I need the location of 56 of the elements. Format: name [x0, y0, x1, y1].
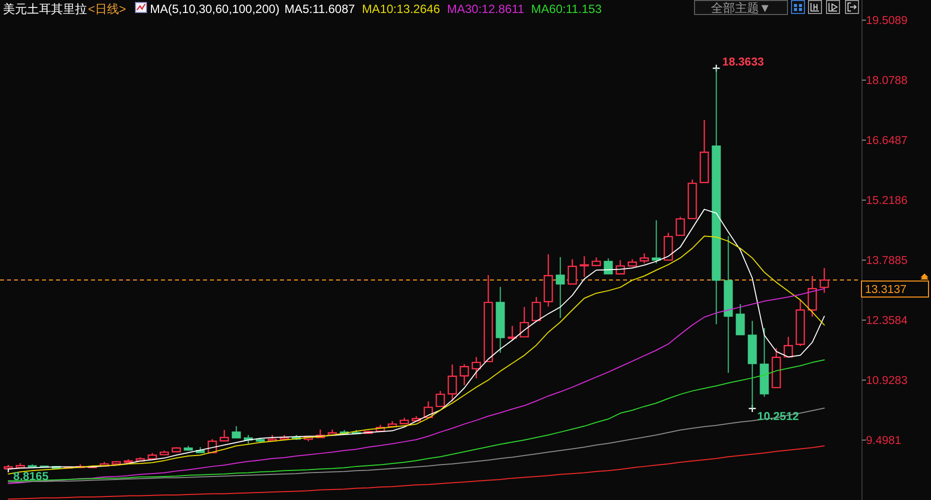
candlestick: [388, 420, 397, 428]
candlestick: [544, 254, 553, 308]
candlestick: [184, 445, 193, 451]
candlestick: [796, 298, 805, 347]
candlestick: [520, 306, 529, 338]
candlestick: [232, 426, 241, 438]
candlestick: [484, 274, 493, 362]
candlestick: [820, 267, 829, 294]
candlestick: [652, 220, 661, 264]
candlestick: [436, 390, 445, 408]
y-tick-label: 12.3584: [866, 315, 908, 328]
candlestick: [460, 363, 469, 386]
candlestick: [808, 275, 817, 318]
candlestick: [664, 232, 673, 261]
y-tick-label: 18.0788: [866, 75, 908, 88]
chart-subtitle: <日线>: [88, 2, 126, 16]
candlestick: [16, 462, 25, 469]
candlestick: [736, 304, 745, 336]
candlestick: [784, 336, 793, 358]
candlestick: [148, 452, 157, 460]
candlestick: [700, 119, 709, 184]
candlestick: [556, 256, 565, 318]
candlestick: [532, 296, 541, 322]
candlestick: [220, 429, 229, 442]
candlestick: [724, 236, 733, 374]
candlestick: [28, 464, 37, 468]
candlestick: [472, 356, 481, 379]
candlestick: [568, 258, 577, 285]
candlestick: [772, 348, 781, 388]
candlestick: [760, 328, 769, 398]
y-tick-label: 15.2186: [866, 195, 908, 208]
ref-line-label: 13.3137: [865, 284, 907, 296]
y-tick-label: 16.6487: [866, 135, 908, 148]
candlestick: [172, 446, 181, 452]
candlestick: [640, 252, 649, 264]
candlestick: [160, 450, 169, 456]
candlestick: [580, 256, 589, 278]
candlestick: [256, 437, 265, 444]
candlestick: [508, 325, 517, 341]
candlestick: [676, 216, 685, 236]
chart-title: 美元土耳其里拉: [3, 2, 87, 16]
candlestick: [688, 178, 697, 220]
candlestick: [592, 256, 601, 266]
candlestick: [628, 258, 637, 268]
candlestick: [448, 364, 457, 402]
legend: MA(5,10,30,60,100,200) MA5:11.6087 MA10:13.2646 MA30:12.8611 MA60:11.153: [150, 2, 602, 16]
candlestick: [112, 460, 121, 465]
y-tick-label: 10.9283: [866, 375, 908, 388]
y-tick-label: 13.7885: [866, 255, 908, 268]
candlestick: [604, 258, 613, 274]
candlestick: [400, 417, 409, 424]
y-tick-label: 9.4981: [866, 435, 902, 448]
annotation: 全部主题▼: [711, 1, 771, 15]
y-tick-label: 19.5089: [866, 15, 908, 28]
candlestick: [124, 458, 133, 463]
candlestick: [496, 286, 505, 354]
